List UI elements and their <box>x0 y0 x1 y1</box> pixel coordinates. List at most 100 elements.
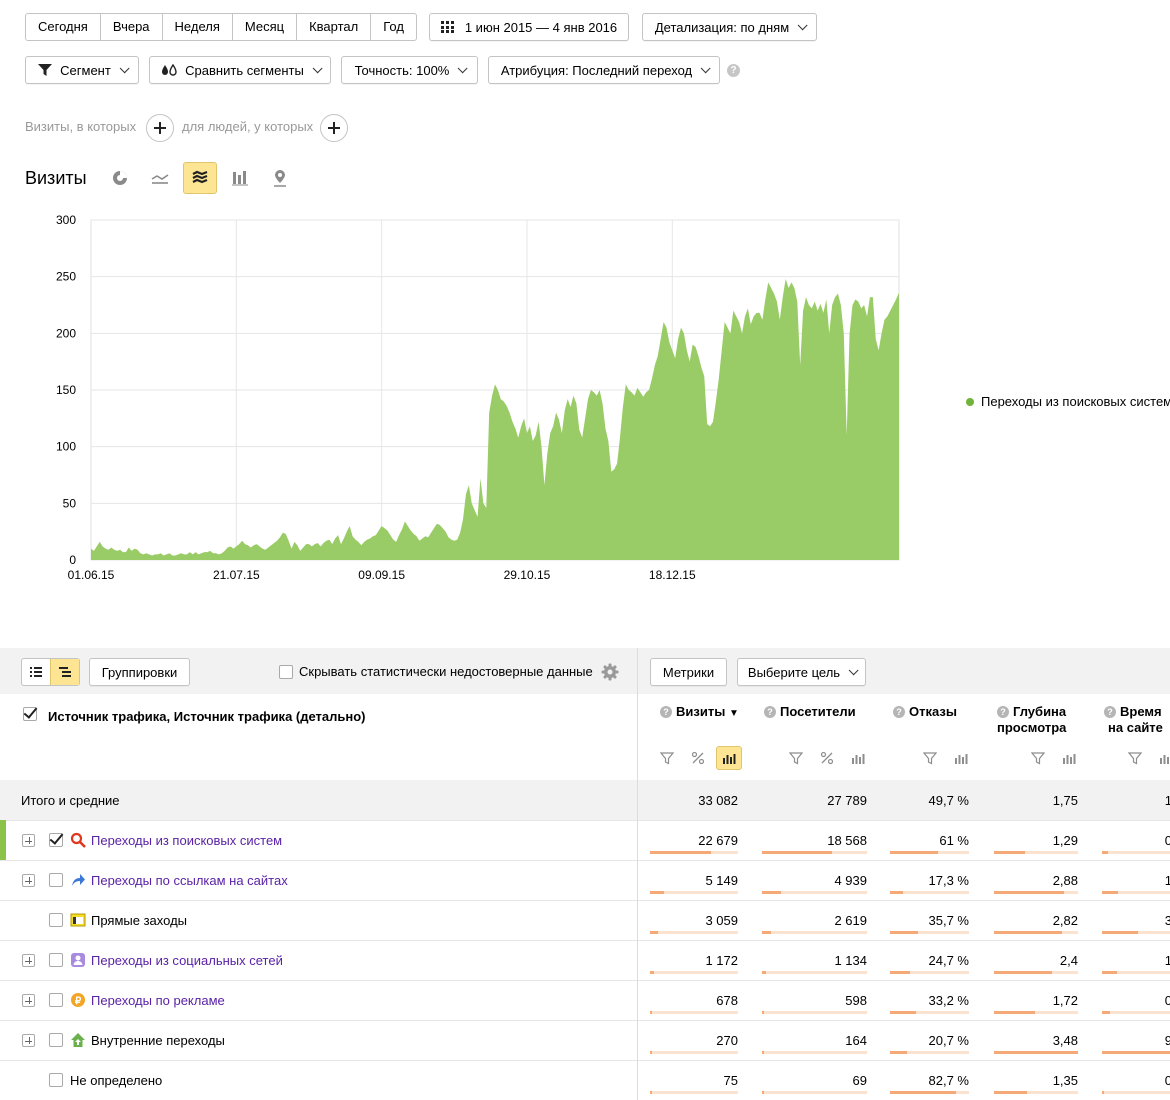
bar-chart-icon <box>232 171 248 186</box>
groupings-button[interactable]: Группировки <box>89 658 190 686</box>
value-bar <box>762 851 867 854</box>
row-checkbox[interactable] <box>49 1033 63 1047</box>
row-checkbox[interactable] <box>49 913 63 927</box>
map-view-button[interactable] <box>263 162 297 194</box>
totals-value: 1,75 <box>1052 793 1078 808</box>
bar-fill <box>994 931 1062 934</box>
period-tab-month[interactable]: Месяц <box>231 14 296 40</box>
row-checkbox[interactable] <box>49 873 63 887</box>
row-value: 1:29 <box>1164 953 1170 968</box>
segment-button[interactable]: Сегмент <box>25 56 139 84</box>
bars-icon[interactable] <box>845 746 871 770</box>
funnel-filter-icon[interactable] <box>917 746 943 770</box>
add-people-condition-button[interactable] <box>320 114 348 142</box>
row-checkbox[interactable] <box>49 833 63 847</box>
bar-view-button[interactable] <box>223 162 257 194</box>
row-value: 69 <box>852 1073 867 1088</box>
funnel-filter-icon[interactable] <box>1025 746 1051 770</box>
compare-segments-button[interactable]: Сравнить сегменты <box>149 56 331 84</box>
hide-unreliable-checkbox[interactable] <box>279 665 293 679</box>
table-row[interactable] <box>0 820 1170 860</box>
list-view-button[interactable] <box>22 659 50 685</box>
value-bar <box>650 931 738 934</box>
x-tick-label: 29.10.15 <box>504 568 551 582</box>
row-checkbox[interactable] <box>49 953 63 967</box>
chart-legend[interactable]: Переходы из поисковых систем <box>966 394 1170 409</box>
tree-view-button[interactable] <box>50 659 79 685</box>
expand-row-button[interactable] <box>22 834 35 847</box>
row-label[interactable]: Переходы из социальных сетей <box>91 953 283 968</box>
funnel-filter-icon[interactable] <box>1122 746 1148 770</box>
totals-value: 33 082 <box>698 793 738 808</box>
row-value: 0:37 <box>1164 833 1170 848</box>
gear-icon[interactable] <box>601 663 619 681</box>
row-value: 17,3 % <box>928 873 969 888</box>
table-row[interactable] <box>0 980 1170 1020</box>
table-row[interactable] <box>0 860 1170 900</box>
row-value: 4 939 <box>834 873 867 888</box>
value-bar <box>994 851 1078 854</box>
period-tab-quarter[interactable]: Квартал <box>296 14 370 40</box>
bars-icon[interactable] <box>948 746 974 770</box>
row-value: 61 % <box>939 833 969 848</box>
pie-view-button[interactable] <box>103 162 137 194</box>
metric-header-bounce[interactable]: ? Отказы <box>893 704 957 720</box>
table-row[interactable] <box>0 900 1170 940</box>
value-bar <box>994 971 1078 974</box>
row-value: 3,48 <box>1052 1033 1078 1048</box>
accuracy-label: Точность: 100% <box>354 62 450 78</box>
help-icon[interactable]: ? <box>727 64 740 77</box>
social-icon <box>70 952 86 968</box>
accuracy-dropdown[interactable]: Точность: 100% <box>341 56 478 84</box>
row-label[interactable]: Переходы по рекламе <box>91 993 225 1008</box>
value-bar <box>762 971 867 974</box>
bar-fill <box>890 891 903 894</box>
row-label: Не определено <box>70 1073 163 1088</box>
dimensions-checkbox[interactable] <box>23 707 37 721</box>
row-checkbox[interactable] <box>49 993 63 1007</box>
line-view-button[interactable] <box>143 162 177 194</box>
percent-icon[interactable] <box>814 746 840 770</box>
bar-fill <box>762 851 832 854</box>
expand-row-button[interactable] <box>22 954 35 967</box>
period-tab-week[interactable]: Неделя <box>161 14 232 40</box>
row-label[interactable]: Переходы по ссылкам на сайтах <box>91 873 288 888</box>
table-header <box>0 694 1170 780</box>
period-tab-yesterday[interactable]: Вчера <box>99 14 162 40</box>
row-checkbox[interactable] <box>49 1073 63 1087</box>
table-row[interactable] <box>0 1020 1170 1060</box>
detail-dropdown[interactable]: Детализация: по дням <box>642 13 817 41</box>
percent-icon[interactable] <box>685 746 711 770</box>
row-label[interactable]: Переходы из поисковых систем <box>91 833 283 848</box>
value-bar <box>1102 891 1170 894</box>
period-tab-today[interactable]: Сегодня <box>38 19 88 34</box>
area-view-button[interactable] <box>183 162 217 194</box>
table-row[interactable] <box>0 940 1170 980</box>
bars-icon[interactable] <box>716 746 742 770</box>
ad-coin-icon: ₽ <box>70 992 86 1008</box>
bars-icon[interactable] <box>1056 746 1082 770</box>
date-range-button[interactable]: 1 июн 2015 — 4 янв 2016 <box>429 13 629 41</box>
metric-header-time[interactable]: ? Время на сайте <box>1104 704 1163 736</box>
goal-dropdown[interactable]: Выберите цель <box>737 658 866 686</box>
chevron-down-icon <box>700 62 711 73</box>
funnel-filter-icon[interactable] <box>654 746 680 770</box>
metric-header-visitors[interactable]: ? Посетители <box>764 704 856 720</box>
table-row[interactable] <box>0 1060 1170 1100</box>
metric-header-depth[interactable]: ? Глубина просмотра <box>997 704 1067 735</box>
expand-row-button[interactable] <box>22 1034 35 1047</box>
metric-header-visits[interactable]: ? Визиты ▼ <box>660 704 739 722</box>
period-tab-year[interactable]: Год <box>370 14 416 40</box>
funnel-filter-icon[interactable] <box>783 746 809 770</box>
value-bar <box>1102 1091 1170 1094</box>
attribution-dropdown[interactable]: Атрибуция: Последний переход <box>488 56 720 84</box>
expand-row-button[interactable] <box>22 994 35 1007</box>
row-value: 20,7 % <box>928 1033 969 1048</box>
bar-fill <box>1102 1051 1170 1054</box>
add-visit-condition-button[interactable] <box>146 114 174 142</box>
bars-icon[interactable] <box>1153 746 1170 770</box>
bar-fill <box>762 891 781 894</box>
expand-row-button[interactable] <box>22 874 35 887</box>
metrics-button[interactable]: Метрики <box>650 658 727 686</box>
x-tick-label: 18.12.15 <box>649 568 696 582</box>
